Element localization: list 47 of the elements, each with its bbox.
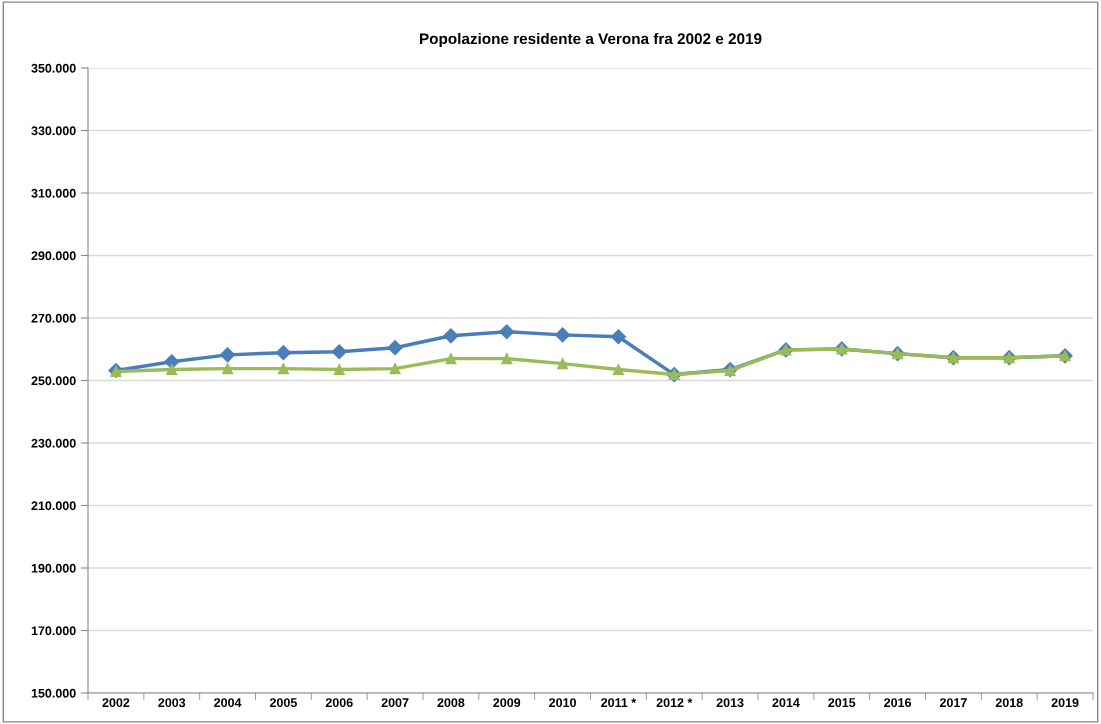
point xyxy=(389,363,401,375)
point xyxy=(499,324,515,340)
y-tick-label: 330.000 xyxy=(31,126,76,136)
point xyxy=(557,358,569,370)
point xyxy=(387,340,403,356)
x-tick-label: 2009 xyxy=(493,698,521,708)
x-tick-label: 2002 xyxy=(102,698,130,708)
x-tick-label: 2011 * xyxy=(601,698,637,708)
y-tick-label: 230.000 xyxy=(31,438,76,448)
x-tick-label: 2017 xyxy=(939,698,967,708)
x-tick-label: 2004 xyxy=(214,698,242,708)
x-tick-label: 2018 xyxy=(995,698,1023,708)
point xyxy=(612,364,624,376)
point xyxy=(166,364,178,376)
y-tick-label: 310.000 xyxy=(31,188,76,198)
point xyxy=(610,329,626,345)
y-tick-label: 170.000 xyxy=(31,626,76,636)
x-tick-label: 2012 * xyxy=(656,698,693,708)
x-tick-label: 2019 xyxy=(1051,698,1079,708)
point xyxy=(501,353,513,365)
y-tick-label: 190.000 xyxy=(31,563,76,573)
x-tick-label: 2008 xyxy=(437,698,465,708)
point xyxy=(220,347,236,363)
point xyxy=(445,353,457,365)
x-tick-label: 2006 xyxy=(325,698,353,708)
x-tick-label: 2015 xyxy=(828,698,856,708)
point xyxy=(331,344,347,360)
point xyxy=(222,363,234,375)
y-tick-label: 210.000 xyxy=(31,501,76,511)
x-tick-label: 2003 xyxy=(158,698,186,708)
point xyxy=(275,345,291,361)
y-tick-label: 270.000 xyxy=(31,313,76,323)
x-tick-label: 2013 xyxy=(716,698,744,708)
x-tick-label: 2005 xyxy=(269,698,297,708)
point xyxy=(333,364,345,376)
point xyxy=(277,363,289,375)
x-tick-label: 2010 xyxy=(549,698,576,708)
y-tick-label: 150.000 xyxy=(31,688,76,698)
x-tick-label: 2007 xyxy=(381,698,409,708)
y-tick-label: 290.000 xyxy=(31,251,76,261)
y-tick-label: 350.000 xyxy=(31,63,76,73)
x-tick-label: 2016 xyxy=(884,698,912,708)
y-tick-label: 250.000 xyxy=(31,376,76,386)
chart-title: Popolazione residente a Verona fra 2002 e 2019 xyxy=(420,32,762,48)
x-tick-label: 2014 xyxy=(772,698,800,708)
point xyxy=(555,327,571,343)
point xyxy=(443,328,459,344)
